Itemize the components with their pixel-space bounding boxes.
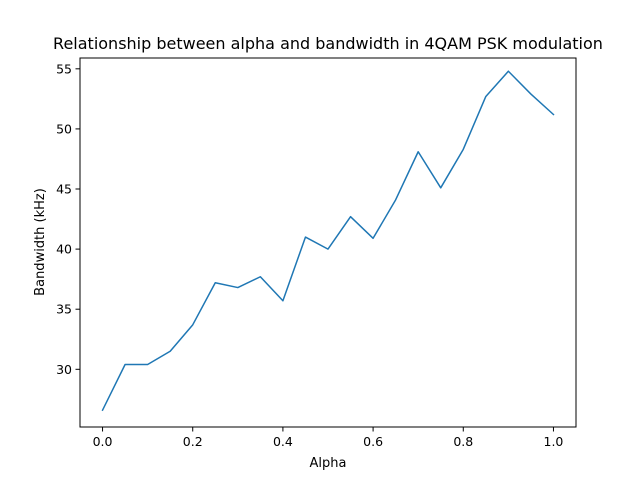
y-axis: 30 35 40 45 50 55: [56, 61, 80, 377]
x-tick-label: 0.6: [363, 434, 383, 449]
y-tick-label: 50: [56, 121, 72, 136]
series-line: [101, 70, 555, 412]
x-tick-label: 0.8: [453, 434, 473, 449]
x-tick-label: 1.0: [544, 434, 564, 449]
x-axis-label: Alpha: [310, 456, 347, 471]
y-tick-label: 55: [56, 61, 72, 76]
y-axis-label: Bandwidth (kHz): [33, 188, 48, 296]
x-axis: 0.0 0.2 0.4 0.6 0.8 1.0: [93, 427, 564, 449]
chart-title: Relationship between alpha and bandwidth…: [53, 34, 603, 53]
y-tick-label: 45: [56, 182, 72, 197]
x-tick-label: 0.4: [273, 434, 293, 449]
y-tick-label: 30: [56, 362, 72, 377]
y-tick-label: 40: [56, 242, 72, 257]
plot-area-frame: [79, 57, 577, 428]
x-tick-label: 0.2: [183, 434, 203, 449]
series-layer: [101, 70, 555, 412]
x-tick-label: 0.0: [93, 434, 113, 449]
y-tick-label: 35: [56, 302, 72, 317]
